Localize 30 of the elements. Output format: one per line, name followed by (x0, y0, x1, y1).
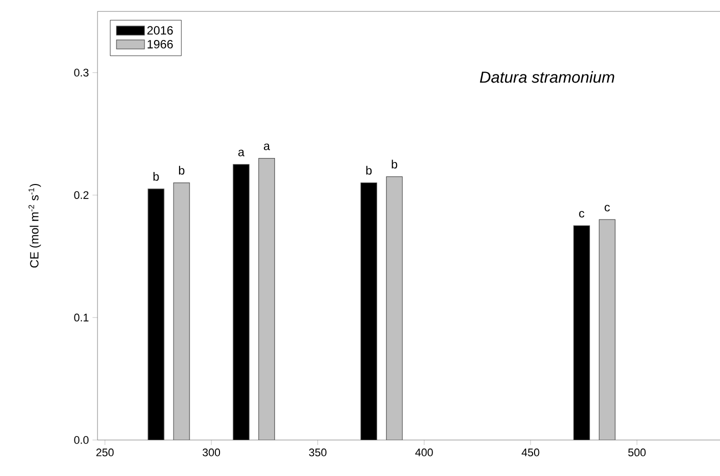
bar (148, 188, 164, 440)
bar (173, 182, 190, 440)
annotation: a (264, 144, 270, 150)
annotation: c (604, 204, 610, 212)
x-tick-label: 400 (415, 448, 433, 456)
annotation: b (153, 172, 159, 181)
bar (573, 225, 590, 440)
x-tick-label: 500 (628, 448, 646, 456)
x-tick-label: 350 (309, 448, 326, 456)
annotation: c (579, 210, 584, 218)
x-tick-label: 250 (96, 448, 114, 456)
annotation: b (366, 166, 372, 175)
text: Datura stramonium (480, 71, 614, 83)
bar (386, 176, 403, 440)
bar (360, 182, 378, 440)
y-tick-label: 0.0 (74, 436, 89, 444)
legend-label: 1966 (148, 40, 173, 48)
bar (598, 219, 616, 440)
y-tick-label: 0.1 (74, 314, 88, 322)
legend-label: 2016 (147, 26, 173, 35)
x-tick-label: 450 (522, 448, 540, 456)
bar (258, 158, 275, 440)
bar (232, 164, 250, 440)
y-axis-title: CE (mol m$^{-2}$ s$^{-1}$) (28, 184, 41, 268)
annotation: b (179, 166, 184, 175)
y-tick-label: 0.3 (74, 68, 88, 77)
x-tick-label: 300 (202, 448, 220, 456)
annotation: a (238, 150, 244, 156)
annotation: b (392, 160, 398, 169)
y-tick-label: 0.2 (74, 191, 88, 199)
